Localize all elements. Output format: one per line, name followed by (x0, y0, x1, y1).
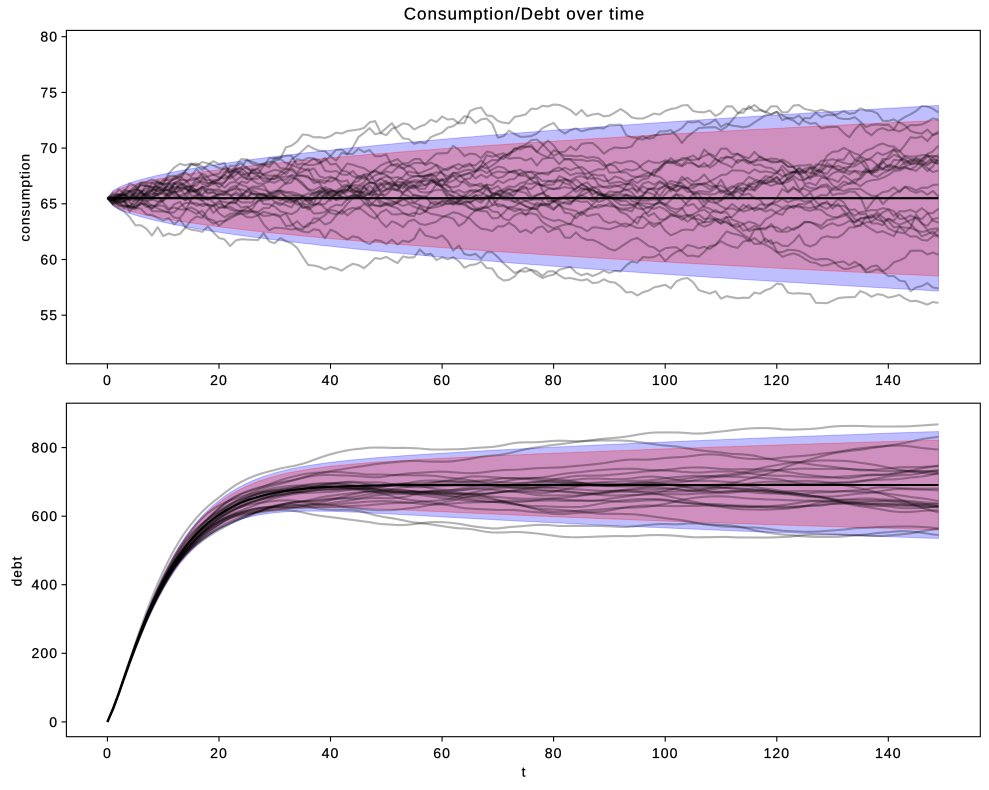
svg-text:200: 200 (32, 645, 59, 661)
svg-text:55: 55 (40, 307, 58, 323)
svg-text:20: 20 (210, 372, 228, 388)
svg-text:Consumption/Debt over time: Consumption/Debt over time (404, 5, 645, 24)
svg-text:600: 600 (32, 508, 59, 524)
svg-text:0: 0 (103, 745, 112, 761)
svg-text:75: 75 (40, 84, 58, 100)
svg-text:65: 65 (40, 196, 58, 212)
svg-text:20: 20 (210, 745, 228, 761)
svg-text:800: 800 (32, 440, 59, 456)
svg-text:400: 400 (32, 577, 59, 593)
svg-text:60: 60 (433, 372, 451, 388)
svg-text:80: 80 (545, 745, 563, 761)
svg-text:70: 70 (40, 140, 58, 156)
svg-text:60: 60 (40, 251, 58, 267)
svg-text:debt: debt (10, 556, 25, 587)
svg-text:60: 60 (433, 745, 451, 761)
svg-text:100: 100 (652, 372, 679, 388)
svg-text:40: 40 (322, 372, 340, 388)
svg-text:40: 40 (322, 745, 340, 761)
svg-text:80: 80 (545, 372, 563, 388)
svg-text:140: 140 (875, 372, 902, 388)
svg-text:100: 100 (652, 745, 679, 761)
svg-text:0: 0 (103, 372, 112, 388)
svg-text:140: 140 (875, 745, 902, 761)
svg-text:consumption: consumption (18, 153, 33, 242)
svg-text:120: 120 (763, 745, 790, 761)
svg-text:120: 120 (763, 372, 790, 388)
svg-text:80: 80 (40, 29, 58, 45)
svg-text:0: 0 (49, 714, 58, 730)
svg-text:t: t (522, 764, 526, 779)
